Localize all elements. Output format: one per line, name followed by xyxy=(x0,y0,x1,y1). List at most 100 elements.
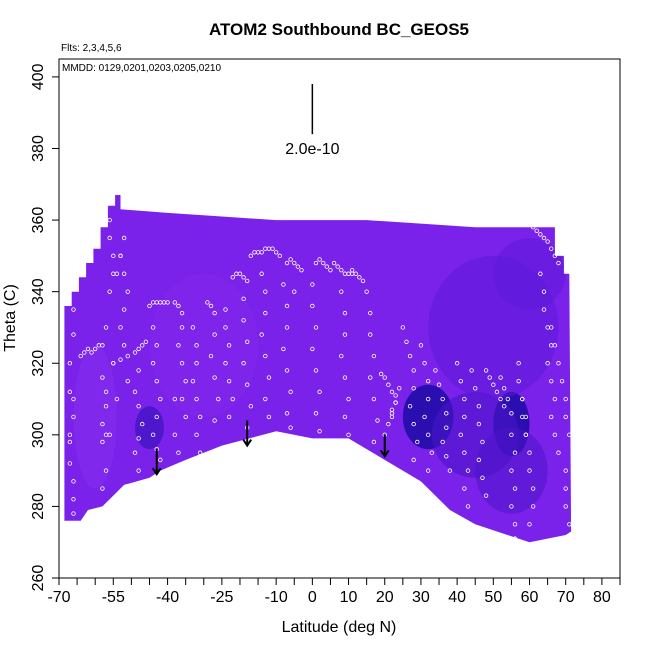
data-point xyxy=(397,386,402,391)
data-point xyxy=(523,432,529,438)
data-point xyxy=(530,225,536,230)
data-point xyxy=(324,264,330,269)
data-point xyxy=(111,361,116,366)
data-point xyxy=(140,486,145,491)
data-point xyxy=(118,325,123,330)
data-point xyxy=(368,332,373,337)
dates-label: MMDD: 0129,0201,0203,0205,0210 xyxy=(62,63,221,74)
data-point xyxy=(263,310,268,316)
data-point xyxy=(520,414,525,420)
data-point xyxy=(313,411,319,416)
data-point xyxy=(273,250,279,255)
data-point xyxy=(516,378,521,384)
data-point xyxy=(223,307,228,312)
data-point xyxy=(100,439,105,445)
data-point xyxy=(415,439,420,445)
data-point xyxy=(339,267,344,273)
data-point xyxy=(505,396,510,402)
data-point xyxy=(567,522,572,527)
y-tick-label: 280 xyxy=(30,493,47,520)
data-point xyxy=(422,361,427,366)
data-point xyxy=(549,246,554,251)
data-point xyxy=(158,457,163,463)
data-point xyxy=(245,278,250,284)
data-point xyxy=(375,418,380,423)
data-point xyxy=(549,325,554,330)
data-point xyxy=(241,361,246,366)
data-point xyxy=(462,450,467,455)
profile-arrows xyxy=(151,420,390,477)
plot-frame xyxy=(58,58,621,579)
data-point xyxy=(331,260,337,266)
data-point xyxy=(176,450,181,455)
data-point xyxy=(71,511,76,516)
data-point xyxy=(382,375,387,380)
data-point xyxy=(71,479,76,484)
data-point xyxy=(132,450,138,455)
data-point xyxy=(476,421,482,427)
data-point xyxy=(389,389,395,395)
data-point xyxy=(136,468,141,473)
data-point xyxy=(407,353,413,359)
data-point xyxy=(491,382,496,387)
data-point xyxy=(342,414,348,420)
data-point xyxy=(103,203,109,208)
x-tick-label: 50 xyxy=(484,589,502,606)
data-point xyxy=(411,421,416,427)
data-point xyxy=(71,332,76,337)
data-point xyxy=(136,368,141,373)
data-point xyxy=(317,389,322,395)
data-point xyxy=(368,310,373,316)
data-point xyxy=(266,414,272,420)
data-point xyxy=(125,289,130,294)
x-tick-label: 10 xyxy=(340,589,358,606)
data-point xyxy=(288,425,293,430)
data-point xyxy=(509,504,514,509)
data-point xyxy=(107,235,112,241)
x-tick-label: -70 xyxy=(47,589,70,606)
data-point xyxy=(172,396,178,402)
data-point xyxy=(552,432,558,438)
y-tick-label: 300 xyxy=(30,421,47,448)
data-point xyxy=(114,271,120,276)
data-point xyxy=(538,271,543,276)
data-point xyxy=(339,353,344,359)
data-point xyxy=(136,436,141,441)
data-point xyxy=(226,378,232,384)
data-point xyxy=(425,378,431,384)
data-point xyxy=(556,361,561,366)
data-point xyxy=(480,475,485,480)
data-point xyxy=(103,403,109,409)
data-point xyxy=(71,396,76,402)
data-point xyxy=(140,343,145,348)
field-blob xyxy=(475,427,548,514)
data-point xyxy=(284,411,290,416)
data-point xyxy=(125,353,130,359)
field-blob xyxy=(149,273,259,417)
data-point xyxy=(190,325,196,330)
data-point xyxy=(317,429,322,434)
data-point xyxy=(292,260,297,266)
x-axis-label: Latitude (deg N) xyxy=(282,619,397,636)
data-point xyxy=(549,378,554,384)
data-point xyxy=(78,353,83,359)
data-point xyxy=(259,250,264,255)
data-point xyxy=(541,235,547,241)
data-point xyxy=(501,403,507,409)
data-point xyxy=(386,421,391,427)
data-point xyxy=(447,468,453,473)
data-point xyxy=(541,289,547,294)
data-point xyxy=(179,325,185,330)
x-tick-label: 0 xyxy=(308,589,317,606)
data-point xyxy=(179,310,185,316)
data-point xyxy=(103,389,109,395)
data-point xyxy=(266,375,272,380)
data-point xyxy=(154,414,159,420)
data-point xyxy=(172,432,178,438)
data-point xyxy=(545,361,550,366)
data-point xyxy=(371,396,377,402)
data-point xyxy=(288,389,293,395)
data-point xyxy=(154,343,159,348)
data-point xyxy=(212,332,217,337)
data-point xyxy=(317,257,322,262)
